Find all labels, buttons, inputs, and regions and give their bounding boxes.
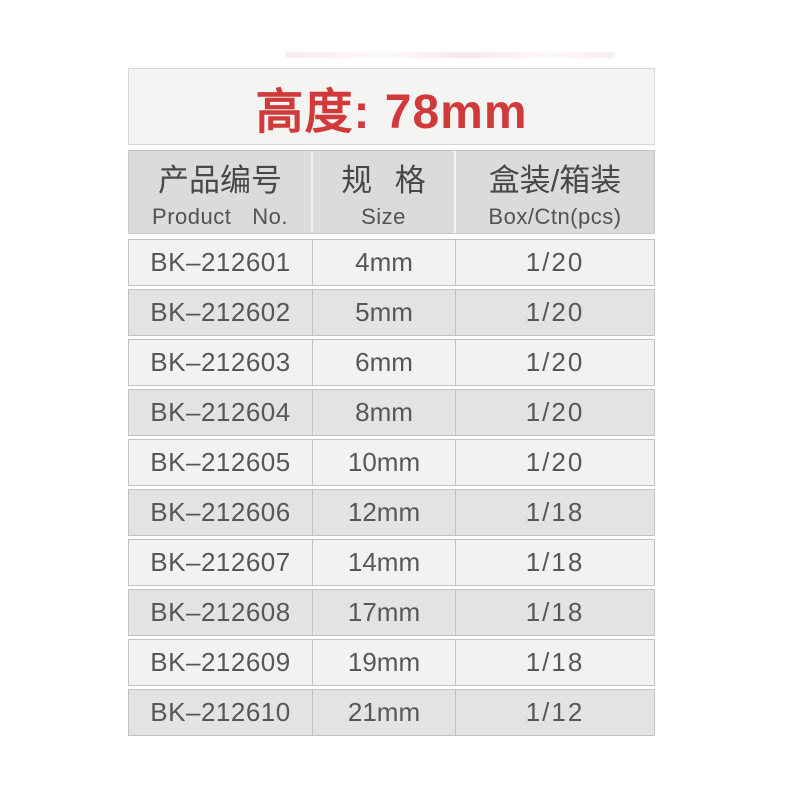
table-row: BK–212604 8mm 1/20: [128, 389, 655, 436]
column-header-product-no: 产品编号 Product No.: [129, 151, 313, 233]
product-no-cell: BK–212605: [129, 440, 313, 485]
column-header-product-no-en: Product No.: [152, 203, 288, 229]
product-no-cell: BK–212603: [129, 340, 313, 385]
box-ctn-cell: 1/18: [525, 647, 585, 677]
column-header-size-en: Size: [361, 203, 406, 229]
height-title: 高度: 78mm: [255, 85, 528, 139]
spec-table: 高度: 78mm 产品编号 Product No. 规 格 Size 盒装/箱装…: [128, 68, 655, 739]
product-no-cell: BK–212602: [129, 290, 313, 335]
size-cell: 17mm: [313, 590, 456, 635]
table-row: BK–212609 19mm 1/18: [128, 639, 655, 686]
table-header-row: 产品编号 Product No. 规 格 Size 盒装/箱装 Box/Ctn(…: [128, 150, 655, 234]
product-no-cell: BK–212609: [129, 640, 313, 685]
box-ctn-cell: 1/20: [525, 447, 585, 477]
table-row: BK–212605 10mm 1/20: [128, 439, 655, 486]
size-cell: 21mm: [313, 690, 456, 735]
table-row: BK–212606 12mm 1/18: [128, 489, 655, 536]
size-cell: 10mm: [313, 440, 456, 485]
box-ctn-cell: 1/20: [525, 347, 585, 377]
box-ctn-cell: 1/12: [525, 697, 585, 727]
product-no-cell: BK–212608: [129, 590, 313, 635]
size-cell: 8mm: [313, 390, 456, 435]
table-row: BK–212602 5mm 1/20: [128, 289, 655, 336]
box-ctn-cell: 1/20: [525, 397, 585, 427]
table-row: BK–212610 21mm 1/12: [128, 689, 655, 736]
size-cell: 12mm: [313, 490, 456, 535]
cropped-text-artifact: [285, 52, 615, 58]
product-no-cell: BK–212607: [129, 540, 313, 585]
product-no-cell: BK–212610: [129, 690, 313, 735]
box-ctn-cell: 1/18: [525, 497, 585, 527]
height-banner: 高度: 78mm: [128, 68, 655, 145]
size-cell: 5mm: [313, 290, 456, 335]
table-row: BK–212607 14mm 1/18: [128, 539, 655, 586]
table-row: BK–212601 4mm 1/20: [128, 239, 655, 286]
column-header-box-ctn-zh: 盒装/箱装: [488, 162, 622, 198]
product-no-cell: BK–212601: [129, 240, 313, 285]
column-header-box-ctn: 盒装/箱装 Box/Ctn(pcs): [456, 151, 654, 233]
column-header-product-no-zh: 产品编号: [158, 162, 282, 198]
table-body: BK–212601 4mm 1/20 BK–212602 5mm 1/20 BK…: [128, 239, 655, 736]
size-cell: 4mm: [313, 240, 456, 285]
product-no-cell: BK–212606: [129, 490, 313, 535]
box-ctn-cell: 1/18: [525, 597, 585, 627]
table-row: BK–212608 17mm 1/18: [128, 589, 655, 636]
column-header-box-ctn-en: Box/Ctn(pcs): [488, 203, 622, 229]
box-ctn-cell: 1/20: [525, 247, 585, 277]
size-cell: 14mm: [313, 540, 456, 585]
column-header-size-zh: 规 格: [341, 162, 426, 198]
product-no-cell: BK–212604: [129, 390, 313, 435]
box-ctn-cell: 1/18: [525, 547, 585, 577]
table-row: BK–212603 6mm 1/20: [128, 339, 655, 386]
size-cell: 6mm: [313, 340, 456, 385]
column-header-size: 规 格 Size: [313, 151, 456, 233]
box-ctn-cell: 1/20: [525, 297, 585, 327]
size-cell: 19mm: [313, 640, 456, 685]
